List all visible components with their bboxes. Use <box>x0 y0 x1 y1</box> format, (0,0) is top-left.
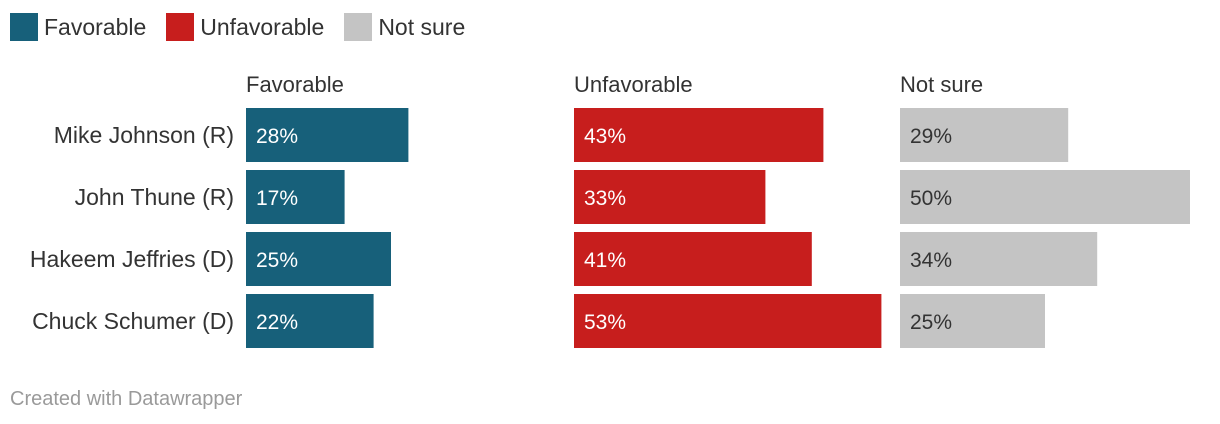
value-label-unfavorable-chuck-schumer-d: 53% <box>584 311 626 334</box>
category-label-chuck-schumer-d: Chuck Schumer (D) <box>32 308 234 334</box>
legend-label-unfavorable: Unfavorable <box>200 13 325 40</box>
legend-item-favorable[interactable]: Favorable <box>10 13 146 41</box>
legend-label-favorable: Favorable <box>44 13 147 40</box>
bar-favorable-chuck-schumer-d[interactable] <box>246 294 374 348</box>
legend-swatch-unfavorable <box>166 13 195 41</box>
legend-swatch-favorable <box>10 13 38 41</box>
bar-favorable-mike-johnson-r[interactable] <box>246 108 409 162</box>
bar-favorable-john-thune-r[interactable] <box>246 170 345 224</box>
bar-not-sure-hakeem-jeffries-d[interactable] <box>900 232 1098 286</box>
bar-favorable-hakeem-jeffries-d[interactable] <box>246 232 391 286</box>
value-label-not-sure-john-thune-r: 50% <box>910 187 952 210</box>
value-label-not-sure-mike-johnson-r: 29% <box>910 125 952 148</box>
value-label-unfavorable-hakeem-jeffries-d: 41% <box>584 249 626 272</box>
column-header-favorable: Favorable <box>246 72 344 97</box>
category-label-mike-johnson-r: Mike Johnson (R) <box>54 122 234 148</box>
value-label-favorable-mike-johnson-r: 28% <box>256 125 298 148</box>
column-header-not-sure: Not sure <box>900 72 983 97</box>
legend-swatch-not-sure <box>344 13 373 41</box>
category-label-hakeem-jeffries-d: Hakeem Jeffries (D) <box>30 246 234 272</box>
value-label-unfavorable-mike-johnson-r: 43% <box>584 125 626 148</box>
value-label-favorable-john-thune-r: 17% <box>256 187 298 210</box>
value-label-not-sure-hakeem-jeffries-d: 34% <box>910 249 952 272</box>
legend-label-not-sure: Not sure <box>378 13 466 40</box>
bar-unfavorable-john-thune-r[interactable] <box>574 170 766 224</box>
category-label-john-thune-r: John Thune (R) <box>75 184 234 210</box>
chart-legend: Favorable Unfavorable Not sure <box>10 13 485 41</box>
datawrapper-credit[interactable]: Created with Datawrapper <box>10 388 243 410</box>
legend-item-not-sure[interactable]: Not sure <box>344 13 465 41</box>
value-label-unfavorable-john-thune-r: 33% <box>584 187 626 210</box>
bar-unfavorable-mike-johnson-r[interactable] <box>574 108 824 162</box>
split-bar-chart: Favorable Unfavorable Not sure Mike Johnson… <box>30 72 1190 348</box>
bar-not-sure-mike-johnson-r[interactable] <box>900 108 1069 162</box>
value-label-favorable-chuck-schumer-d: 22% <box>256 311 298 334</box>
bar-unfavorable-chuck-schumer-d[interactable] <box>574 294 882 348</box>
legend-item-unfavorable[interactable]: Unfavorable <box>166 13 324 41</box>
bar-not-sure-john-thune-r[interactable] <box>900 170 1190 224</box>
value-label-not-sure-chuck-schumer-d: 25% <box>910 311 952 334</box>
column-header-unfavorable: Unfavorable <box>574 72 693 97</box>
bar-not-sure-chuck-schumer-d[interactable] <box>900 294 1045 348</box>
bar-unfavorable-hakeem-jeffries-d[interactable] <box>574 232 812 286</box>
value-label-favorable-hakeem-jeffries-d: 25% <box>256 249 298 272</box>
